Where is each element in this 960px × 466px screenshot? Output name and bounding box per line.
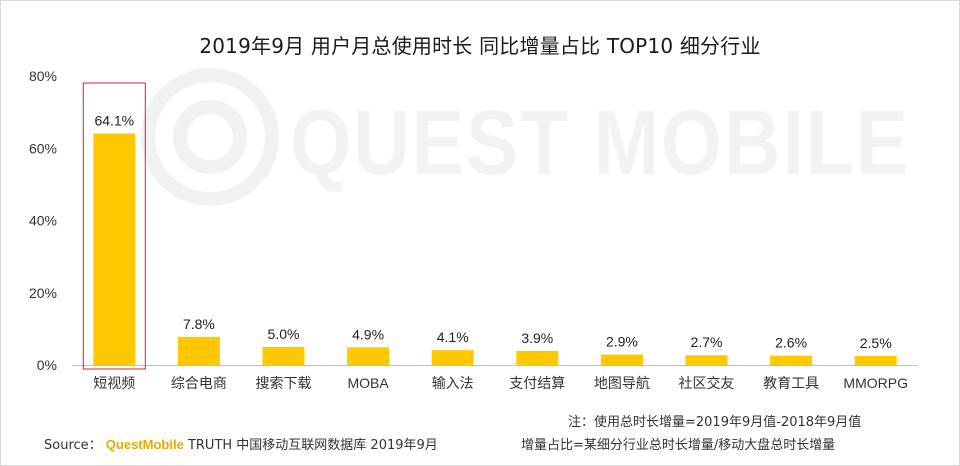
source-label: Source： <box>44 438 102 453</box>
x-tick-label: 短视频 <box>93 375 135 391</box>
x-tick-label: 综合电商 <box>171 375 227 391</box>
data-label: 7.8% <box>183 316 215 332</box>
data-label: 64.1% <box>94 112 134 128</box>
source-brand: QuestMobile <box>105 437 184 452</box>
y-tick-label: 0% <box>37 357 57 373</box>
x-tick-label: 输入法 <box>432 375 474 391</box>
source-database: TRUTH 中国移动互联网数据库 2019年9月 <box>187 438 438 453</box>
x-tick-label: 社区交友 <box>679 375 735 391</box>
footnote-definition: 注：使用总时长增量=2019年9月值-2018年9月值 <box>568 415 862 430</box>
y-tick-label: 80% <box>29 68 57 84</box>
bar <box>347 347 390 365</box>
bar <box>177 336 220 365</box>
chart-title: 2019年9月 用户月总使用时长 同比增量占比 TOP10 细分行业 <box>199 34 761 58</box>
bar <box>516 350 559 365</box>
x-tick-label: 支付结算 <box>509 375 565 391</box>
data-label: 2.6% <box>775 335 807 351</box>
bar <box>854 355 897 365</box>
x-tick-label: 地图导航 <box>594 375 650 391</box>
data-label: 2.7% <box>691 334 723 350</box>
source-line: Source： QuestMobile TRUTH 中国移动互联网数据库 201… <box>44 434 438 453</box>
footnote-ratio: 增量占比=某细分行业总时长增量/移动大盘总时长增量 <box>521 438 836 453</box>
data-label: 5.0% <box>268 326 300 342</box>
x-tick-label: 教育工具 <box>763 375 819 391</box>
y-tick-label: 20% <box>29 285 57 301</box>
data-label: 3.9% <box>521 330 553 346</box>
data-label: 2.5% <box>860 335 892 351</box>
bar <box>770 355 813 365</box>
highlight-box <box>82 82 146 370</box>
bar <box>685 355 728 365</box>
x-tick-label: MMORPG <box>843 375 908 391</box>
y-tick-label: 60% <box>29 140 57 156</box>
x-tick-label: 搜索下载 <box>256 375 312 391</box>
x-tick-label: MOBA <box>347 375 389 391</box>
data-label: 4.9% <box>352 326 384 342</box>
bar <box>262 346 305 365</box>
bar <box>600 354 643 365</box>
data-label: 4.1% <box>437 329 469 345</box>
y-tick-label: 40% <box>29 213 57 229</box>
data-label: 2.9% <box>606 334 638 350</box>
bar <box>93 133 136 365</box>
bar <box>431 350 474 365</box>
